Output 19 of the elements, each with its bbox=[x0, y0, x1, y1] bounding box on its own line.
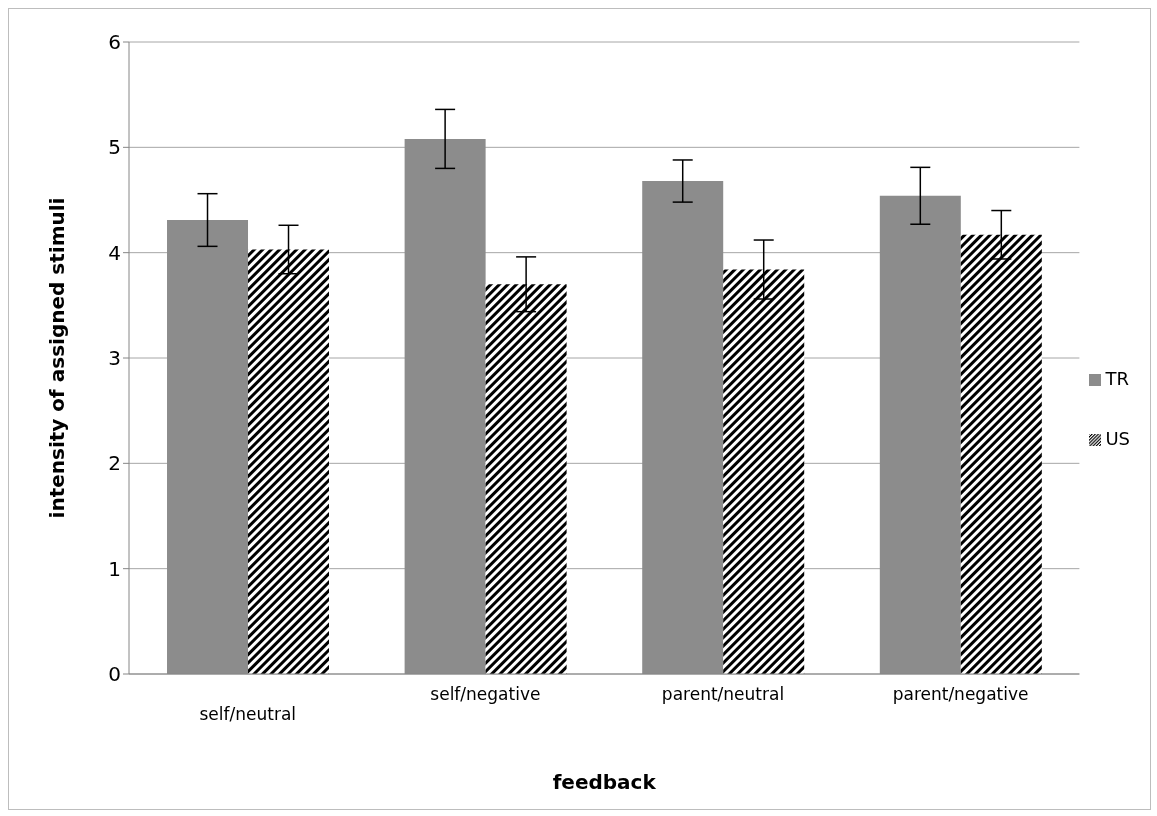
bar bbox=[248, 249, 330, 674]
y-tick-label: 2 bbox=[108, 451, 121, 476]
y-tick-label: 0 bbox=[108, 662, 121, 687]
y-tick-label: 3 bbox=[108, 346, 121, 371]
x-axis-title: feedback bbox=[552, 770, 657, 794]
y-tick-label: 1 bbox=[108, 556, 121, 581]
y-tick-label: 4 bbox=[108, 240, 121, 265]
x-tick-label: parent/neutral bbox=[661, 684, 785, 704]
x-tick-label: self/neutral bbox=[199, 704, 297, 724]
bar bbox=[485, 284, 567, 674]
legend-label: US bbox=[1105, 428, 1130, 449]
y-axis-title: intensity of assigned stimuli bbox=[45, 197, 70, 519]
y-tick-label: 6 bbox=[108, 30, 121, 55]
x-tick-label: parent/negative bbox=[892, 684, 1029, 704]
legend-label: TR bbox=[1105, 368, 1129, 389]
bar bbox=[723, 269, 805, 674]
y-tick-label: 5 bbox=[108, 135, 121, 160]
bar bbox=[960, 234, 1042, 674]
x-tick-label: self/negative bbox=[430, 684, 541, 704]
